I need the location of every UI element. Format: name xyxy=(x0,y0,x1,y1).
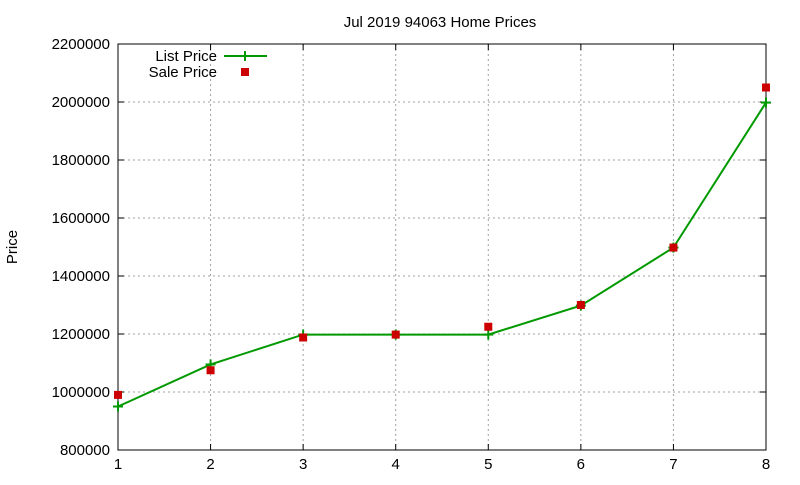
x-tick-label: 8 xyxy=(762,456,770,473)
series-2 xyxy=(114,83,770,399)
series-1 xyxy=(113,97,771,412)
y-tick-label: 1600000 xyxy=(52,210,110,227)
series xyxy=(113,83,771,412)
y-tick-label: 1000000 xyxy=(52,384,110,401)
data-point xyxy=(484,322,493,331)
x-tick-label: 2 xyxy=(206,456,214,473)
x-tick-label: 1 xyxy=(114,456,122,473)
data-point xyxy=(299,333,308,342)
y-tick-label: 1800000 xyxy=(52,152,110,169)
x-tick-label: 4 xyxy=(392,456,400,473)
legend-entry: Sale Price xyxy=(149,64,249,81)
data-point xyxy=(206,366,215,375)
axes: 800000 1000000 1200000 1400000 1600000 180000… xyxy=(52,36,771,473)
data-point xyxy=(114,390,122,399)
x-tick-label: 6 xyxy=(577,456,585,473)
y-tick-label: 2200000 xyxy=(52,36,110,53)
legend-label: Sale Price xyxy=(149,64,217,81)
x-tick-label: 7 xyxy=(669,456,677,473)
legend-entry: List Price xyxy=(155,48,267,65)
y-axis-label: Price xyxy=(4,230,21,264)
data-point xyxy=(669,243,678,252)
y-tick-label: 1400000 xyxy=(52,268,110,285)
data-point xyxy=(576,301,585,309)
legend-marker xyxy=(241,68,249,76)
series-line xyxy=(117,102,767,408)
x-tick-label: 3 xyxy=(299,456,307,473)
grid xyxy=(118,44,766,450)
data-point xyxy=(762,83,770,92)
legend-label: List Price xyxy=(155,48,217,65)
chart-title: Jul 2019 94063 Home Prices xyxy=(344,14,537,31)
y-tick-label: 800000 xyxy=(60,442,110,459)
y-tick-label: 1200000 xyxy=(52,326,110,343)
plot-frame xyxy=(117,43,767,451)
x-tick-label: 5 xyxy=(484,456,492,473)
data-point xyxy=(761,97,771,108)
y-tick-label: 2000000 xyxy=(52,94,110,111)
data-point xyxy=(113,401,123,412)
data-point xyxy=(483,329,494,340)
data-point xyxy=(391,330,400,339)
